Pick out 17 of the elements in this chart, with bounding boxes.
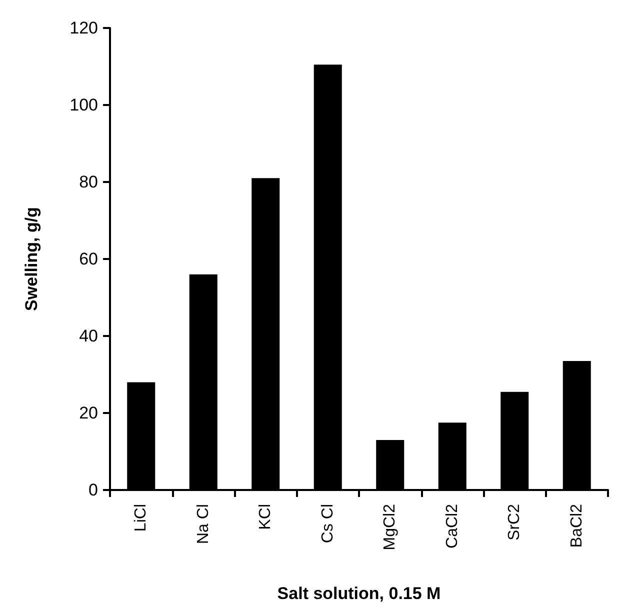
x-tick-label: SrC2	[506, 504, 524, 540]
y-tick-label: 120	[70, 18, 98, 38]
y-tick-label: 20	[79, 404, 98, 422]
x-tick-label: BaCl2	[568, 504, 586, 548]
x-tick-label: KCl	[257, 504, 274, 530]
y-tick-label: 80	[79, 172, 98, 192]
y-tick-label: 100	[70, 96, 98, 114]
x-tick-label: Na Cl	[194, 504, 212, 544]
y-tick-label: 40	[79, 326, 98, 346]
x-tick-label: CaCl2	[444, 504, 461, 548]
x-axis-title: Salt solution, 0.15 M	[277, 584, 441, 603]
x-tick-label: LiCl	[132, 504, 150, 532]
y-axis-title: Swelling, g/g	[22, 207, 41, 311]
y-tick-label: 60	[79, 250, 98, 268]
x-tick-label: MgCl2	[382, 504, 399, 550]
y-tick-label: 0	[88, 480, 98, 500]
x-tick-label: Cs Cl	[319, 504, 336, 544]
